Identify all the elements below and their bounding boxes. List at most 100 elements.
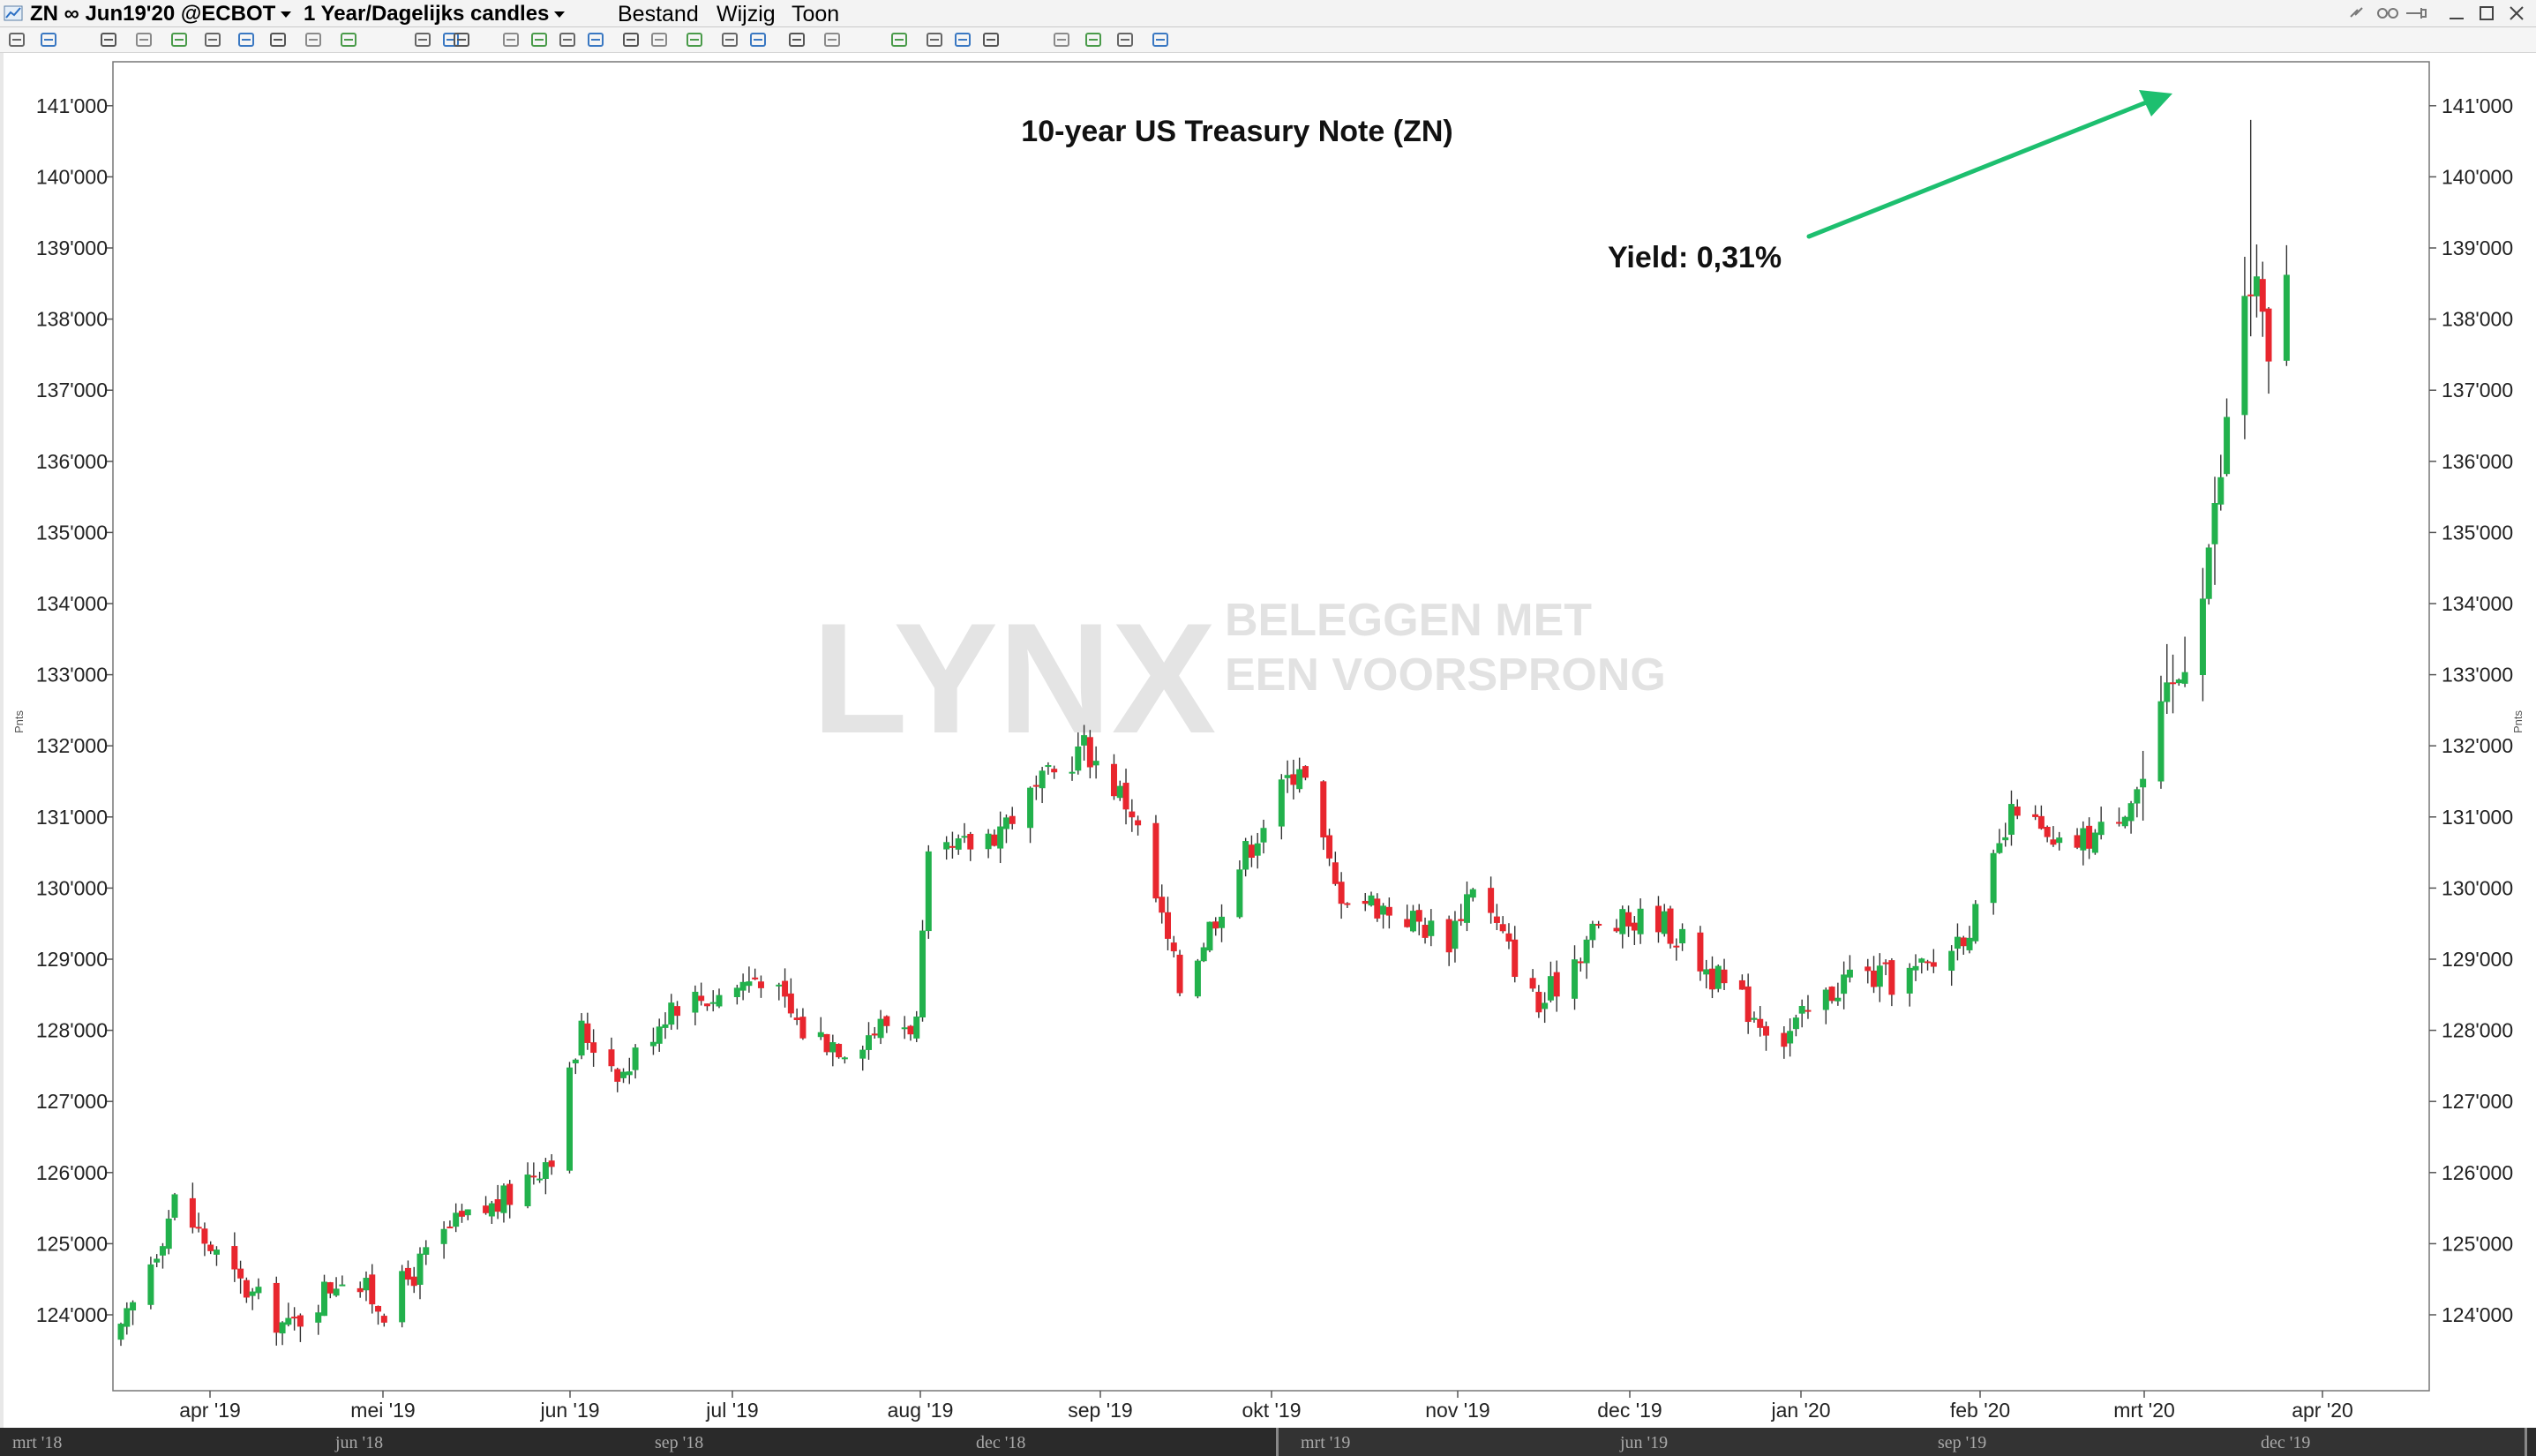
time-navigator[interactable]: mrt '18 jun '18 sep '18 dec '18 mrt '19 jun '… <box>0 1428 2536 1456</box>
candle-body <box>1200 947 1207 962</box>
x-tick-label: apr '19 <box>179 1399 241 1422</box>
candle-body <box>1930 962 1937 967</box>
navigator-window-handle[interactable] <box>1276 1428 2527 1456</box>
candle-body <box>698 995 705 1002</box>
candle-body <box>1368 895 1375 906</box>
candle-body <box>1781 1032 1788 1047</box>
candle-body <box>1703 969 1710 975</box>
redo-icon[interactable] <box>649 30 669 49</box>
y-tick-label-right: 141'000 <box>2442 94 2513 117</box>
y-tick-label-right: 129'000 <box>2442 948 2513 971</box>
y-tick-label-left: 140'000 <box>36 165 108 188</box>
indicator-icon[interactable] <box>268 30 288 49</box>
zoom-in-icon[interactable] <box>787 30 807 49</box>
maximize-icon[interactable] <box>2474 3 2499 24</box>
scroll-mid-icon[interactable] <box>925 30 944 49</box>
candle-body <box>782 980 789 997</box>
candle-body <box>1625 912 1632 927</box>
arrow-tool-icon[interactable] <box>529 30 549 49</box>
candle-body <box>1458 919 1465 921</box>
plus-icon[interactable] <box>501 30 521 49</box>
candle-body <box>243 1280 250 1298</box>
candle-body <box>1948 950 1955 972</box>
candle-body <box>2157 701 2165 782</box>
crosshair-icon[interactable] <box>7 30 26 49</box>
candle-body <box>2140 778 2147 788</box>
text-tool-icon[interactable] <box>558 30 577 49</box>
grid-icon[interactable] <box>99 30 118 49</box>
scroll-range-icon[interactable] <box>953 30 972 49</box>
candle-body <box>1326 835 1333 859</box>
menu-toon[interactable]: Toon <box>792 2 840 26</box>
trendline-icon[interactable] <box>720 30 739 49</box>
globe-icon[interactable] <box>1052 30 1071 49</box>
chart-type-icon[interactable] <box>685 30 704 49</box>
zoom-out-icon[interactable] <box>822 30 842 49</box>
link-icon[interactable] <box>2347 3 2372 24</box>
candle-body <box>249 1291 256 1296</box>
fibonacci-icon[interactable] <box>748 30 768 49</box>
save-icon[interactable] <box>169 30 189 49</box>
candle-body <box>1170 942 1177 952</box>
candle-body <box>823 1033 830 1053</box>
candle-body <box>506 1183 514 1205</box>
candle-body <box>955 838 962 850</box>
print-icon[interactable] <box>134 30 154 49</box>
candle-body <box>1422 925 1429 938</box>
undo-icon[interactable] <box>621 30 641 49</box>
candle-body <box>1385 906 1392 916</box>
dollar-icon[interactable] <box>452 30 471 49</box>
minimize-icon[interactable] <box>2444 3 2469 24</box>
refresh-icon[interactable] <box>1084 30 1103 49</box>
scroll-right-icon[interactable] <box>981 30 1001 49</box>
pin-icon[interactable] <box>2404 3 2428 24</box>
candle-body <box>2259 279 2266 312</box>
candle-body <box>1488 888 1495 913</box>
candle-body <box>1445 919 1452 953</box>
label-tool-icon[interactable] <box>586 30 605 49</box>
close-icon[interactable] <box>2504 3 2529 24</box>
candle-body <box>1673 945 1680 948</box>
x-tick-label: dec '19 <box>1597 1399 1662 1422</box>
candle-body <box>703 1003 710 1007</box>
square-icon[interactable] <box>304 30 323 49</box>
candle-body <box>2074 835 2081 848</box>
candle-body <box>1069 771 1076 774</box>
candle-body <box>2091 832 2098 853</box>
navigator-label: sep '18 <box>655 1433 704 1452</box>
symbol-selector[interactable]: ZN ∞ Jun19'20 @ECBOT <box>30 2 292 26</box>
candle-body <box>578 1020 585 1056</box>
candle-body <box>1254 843 1261 856</box>
candle-body <box>662 1024 669 1028</box>
candle-body <box>548 1160 555 1167</box>
triangle-down-icon[interactable] <box>339 30 358 49</box>
chart-title: 10-year US Treasury Note (ZN) <box>1021 115 1452 148</box>
candle-body <box>967 833 974 850</box>
candle-body <box>2175 679 2182 684</box>
x-tick-label: jul '19 <box>705 1399 758 1422</box>
candle-body <box>1595 923 1602 926</box>
dropdown-icon[interactable] <box>1151 30 1170 49</box>
period-selector[interactable]: 1 Year/Dagelijks candles <box>304 2 566 26</box>
candle-body <box>1332 862 1339 884</box>
candle-body <box>542 1162 549 1179</box>
circle-icon[interactable] <box>203 30 222 49</box>
candle-body <box>1966 937 1973 950</box>
glasses-icon[interactable] <box>2375 3 2400 24</box>
candle-body <box>626 1071 633 1076</box>
wrench-icon[interactable] <box>1115 30 1135 49</box>
candle-body <box>1242 841 1249 870</box>
candle-body <box>483 1205 490 1213</box>
candle-body <box>165 1218 172 1250</box>
candle-body <box>2253 276 2260 296</box>
candle-body <box>656 1026 663 1044</box>
menu-wijzig[interactable]: Wijzig <box>717 2 776 26</box>
menu-bestand[interactable]: Bestand <box>618 2 699 26</box>
candle-body <box>2007 804 2015 835</box>
line-tool-icon[interactable] <box>413 30 432 49</box>
cursor-icon[interactable] <box>39 30 58 49</box>
candle-body <box>913 1017 920 1039</box>
scroll-left-icon[interactable] <box>889 30 909 49</box>
gear-icon[interactable] <box>236 30 256 49</box>
